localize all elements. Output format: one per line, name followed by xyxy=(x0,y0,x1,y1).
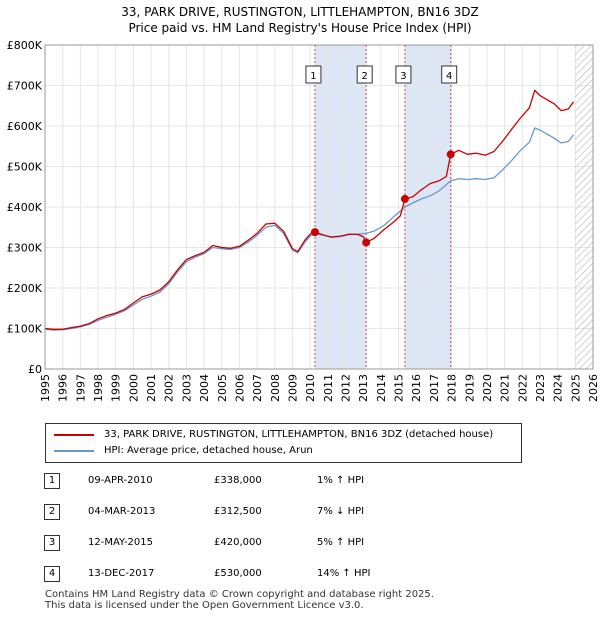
sale-point xyxy=(400,194,409,203)
y-tick-label: £400K xyxy=(7,201,43,214)
chart-title-line2: Price paid vs. HM Land Registry's House … xyxy=(128,21,472,35)
x-tick-label: 2021 xyxy=(499,374,512,402)
sale-number-badge: 1 xyxy=(44,473,60,489)
x-tick-label: 2006 xyxy=(233,374,246,402)
sale-number-badge: 2 xyxy=(44,504,60,520)
footer-licence: This data is licensed under the Open Gov… xyxy=(45,600,364,611)
x-tick-label: 2008 xyxy=(269,374,282,402)
sale-number-badge: 3 xyxy=(44,535,60,551)
x-tick-label: 2024 xyxy=(552,374,565,402)
x-tick-label: 2010 xyxy=(304,374,317,402)
x-tick-label: 2018 xyxy=(446,374,459,402)
plot-frame xyxy=(44,44,594,370)
sale-number-badge: 4 xyxy=(44,566,60,582)
footer: Contains HM Land Registry data © Crown c… xyxy=(45,589,434,611)
legend: 33, PARK DRIVE, RUSTINGTON, LITTLEHAMPTO… xyxy=(45,423,522,463)
x-tick-label: 2026 xyxy=(587,374,600,402)
sale-hpi-change: 1% ↑ HPI xyxy=(317,475,365,486)
x-tick-label: 2020 xyxy=(481,374,494,402)
sale-date: 13-DEC-2017 xyxy=(88,568,155,579)
table-row: 2 04-MAR-2013 £312,500 7% ↓ HPI xyxy=(0,502,600,522)
sale-hpi-change: 5% ↑ HPI xyxy=(317,537,365,548)
sale-hpi-change: 7% ↓ HPI xyxy=(317,506,365,517)
x-tick-label: 1996 xyxy=(57,374,70,402)
x-tick-label: 2019 xyxy=(463,374,476,402)
x-tick-label: 1999 xyxy=(110,374,123,402)
x-tick-label: 1997 xyxy=(74,374,87,402)
price-chart: 1 2 3 4 £0 £100K £200K £300K £400K £500K £600K £70… xyxy=(7,39,600,402)
sale-label-number: 2 xyxy=(362,71,368,82)
sale-point xyxy=(362,238,371,247)
y-tick-label: £300K xyxy=(7,242,43,255)
legend-swatch-hpi xyxy=(54,450,94,452)
y-tick-label: £600K xyxy=(7,120,43,133)
x-tick-label: 2016 xyxy=(410,374,423,402)
x-tick-label: 2004 xyxy=(198,374,211,402)
footer-copyright: Contains HM Land Registry data © Crown c… xyxy=(45,589,434,600)
y-tick-label: £700K xyxy=(7,80,43,93)
table-row: 4 13-DEC-2017 £530,000 14% ↑ HPI xyxy=(0,564,600,584)
y-tick-label: £800K xyxy=(7,39,43,52)
sale-point xyxy=(446,150,455,159)
sale-label-box xyxy=(356,65,373,84)
x-tick-label: 2014 xyxy=(375,374,388,402)
x-tick-label: 2003 xyxy=(180,374,193,402)
chart-title-line1: 33, PARK DRIVE, RUSTINGTON, LITTLEHAMPTO… xyxy=(121,5,479,19)
sale-date: 04-MAR-2013 xyxy=(88,506,156,517)
x-tick-label: 2001 xyxy=(145,374,158,402)
x-tick-label: 2013 xyxy=(357,374,370,402)
legend-label-hpi: HPI: Average price, detached house, Arun xyxy=(104,445,313,456)
x-tick-label: 2000 xyxy=(127,374,140,402)
table-row: 3 12-MAY-2015 £420,000 5% ↑ HPI xyxy=(0,533,600,553)
x-tick-label: 2015 xyxy=(393,374,406,402)
sale-date: 09-APR-2010 xyxy=(88,475,153,486)
sale-price: £338,000 xyxy=(214,475,262,486)
sale-price: £312,500 xyxy=(214,506,262,517)
x-tick-label: 2022 xyxy=(516,374,529,402)
hpi-line xyxy=(44,127,575,331)
x-tick-label: 2017 xyxy=(428,374,441,402)
sale-label-box xyxy=(441,65,458,84)
sale-hpi-change: 14% ↑ HPI xyxy=(317,568,371,579)
legend-swatch-price xyxy=(54,434,94,436)
sale-label-box xyxy=(395,65,412,84)
y-tick-label: £200K xyxy=(7,282,43,295)
x-tick-label: 2005 xyxy=(216,374,229,402)
x-tick-label: 2011 xyxy=(322,374,335,402)
table-row: 1 09-APR-2010 £338,000 1% ↑ HPI xyxy=(0,471,600,491)
x-tick-label: 2002 xyxy=(163,374,176,402)
sale-label-box xyxy=(305,65,322,84)
x-tick-label: 2009 xyxy=(286,374,299,402)
x-tick-label: 1995 xyxy=(39,374,52,402)
x-tick-label: 2012 xyxy=(340,374,353,402)
x-tick-label: 2023 xyxy=(534,374,547,402)
future-hatch xyxy=(575,45,593,369)
sale-price: £530,000 xyxy=(214,568,262,579)
sale-price: £420,000 xyxy=(214,537,262,548)
sale-label-number: 1 xyxy=(310,71,316,82)
sale-point xyxy=(310,228,319,237)
x-tick-label: 2007 xyxy=(251,374,264,402)
price-paid-line xyxy=(44,89,575,330)
y-tick-label: £0 xyxy=(28,363,42,376)
sale-label-number: 3 xyxy=(400,71,406,82)
x-tick-label: 1998 xyxy=(92,374,105,402)
sale-date: 12-MAY-2015 xyxy=(88,537,154,548)
x-tick-label: 2025 xyxy=(569,374,582,402)
legend-label-price: 33, PARK DRIVE, RUSTINGTON, LITTLEHAMPTO… xyxy=(104,429,494,440)
sale-label-number: 4 xyxy=(446,71,452,82)
y-tick-label: £500K xyxy=(7,161,43,174)
y-tick-label: £100K xyxy=(7,323,43,336)
